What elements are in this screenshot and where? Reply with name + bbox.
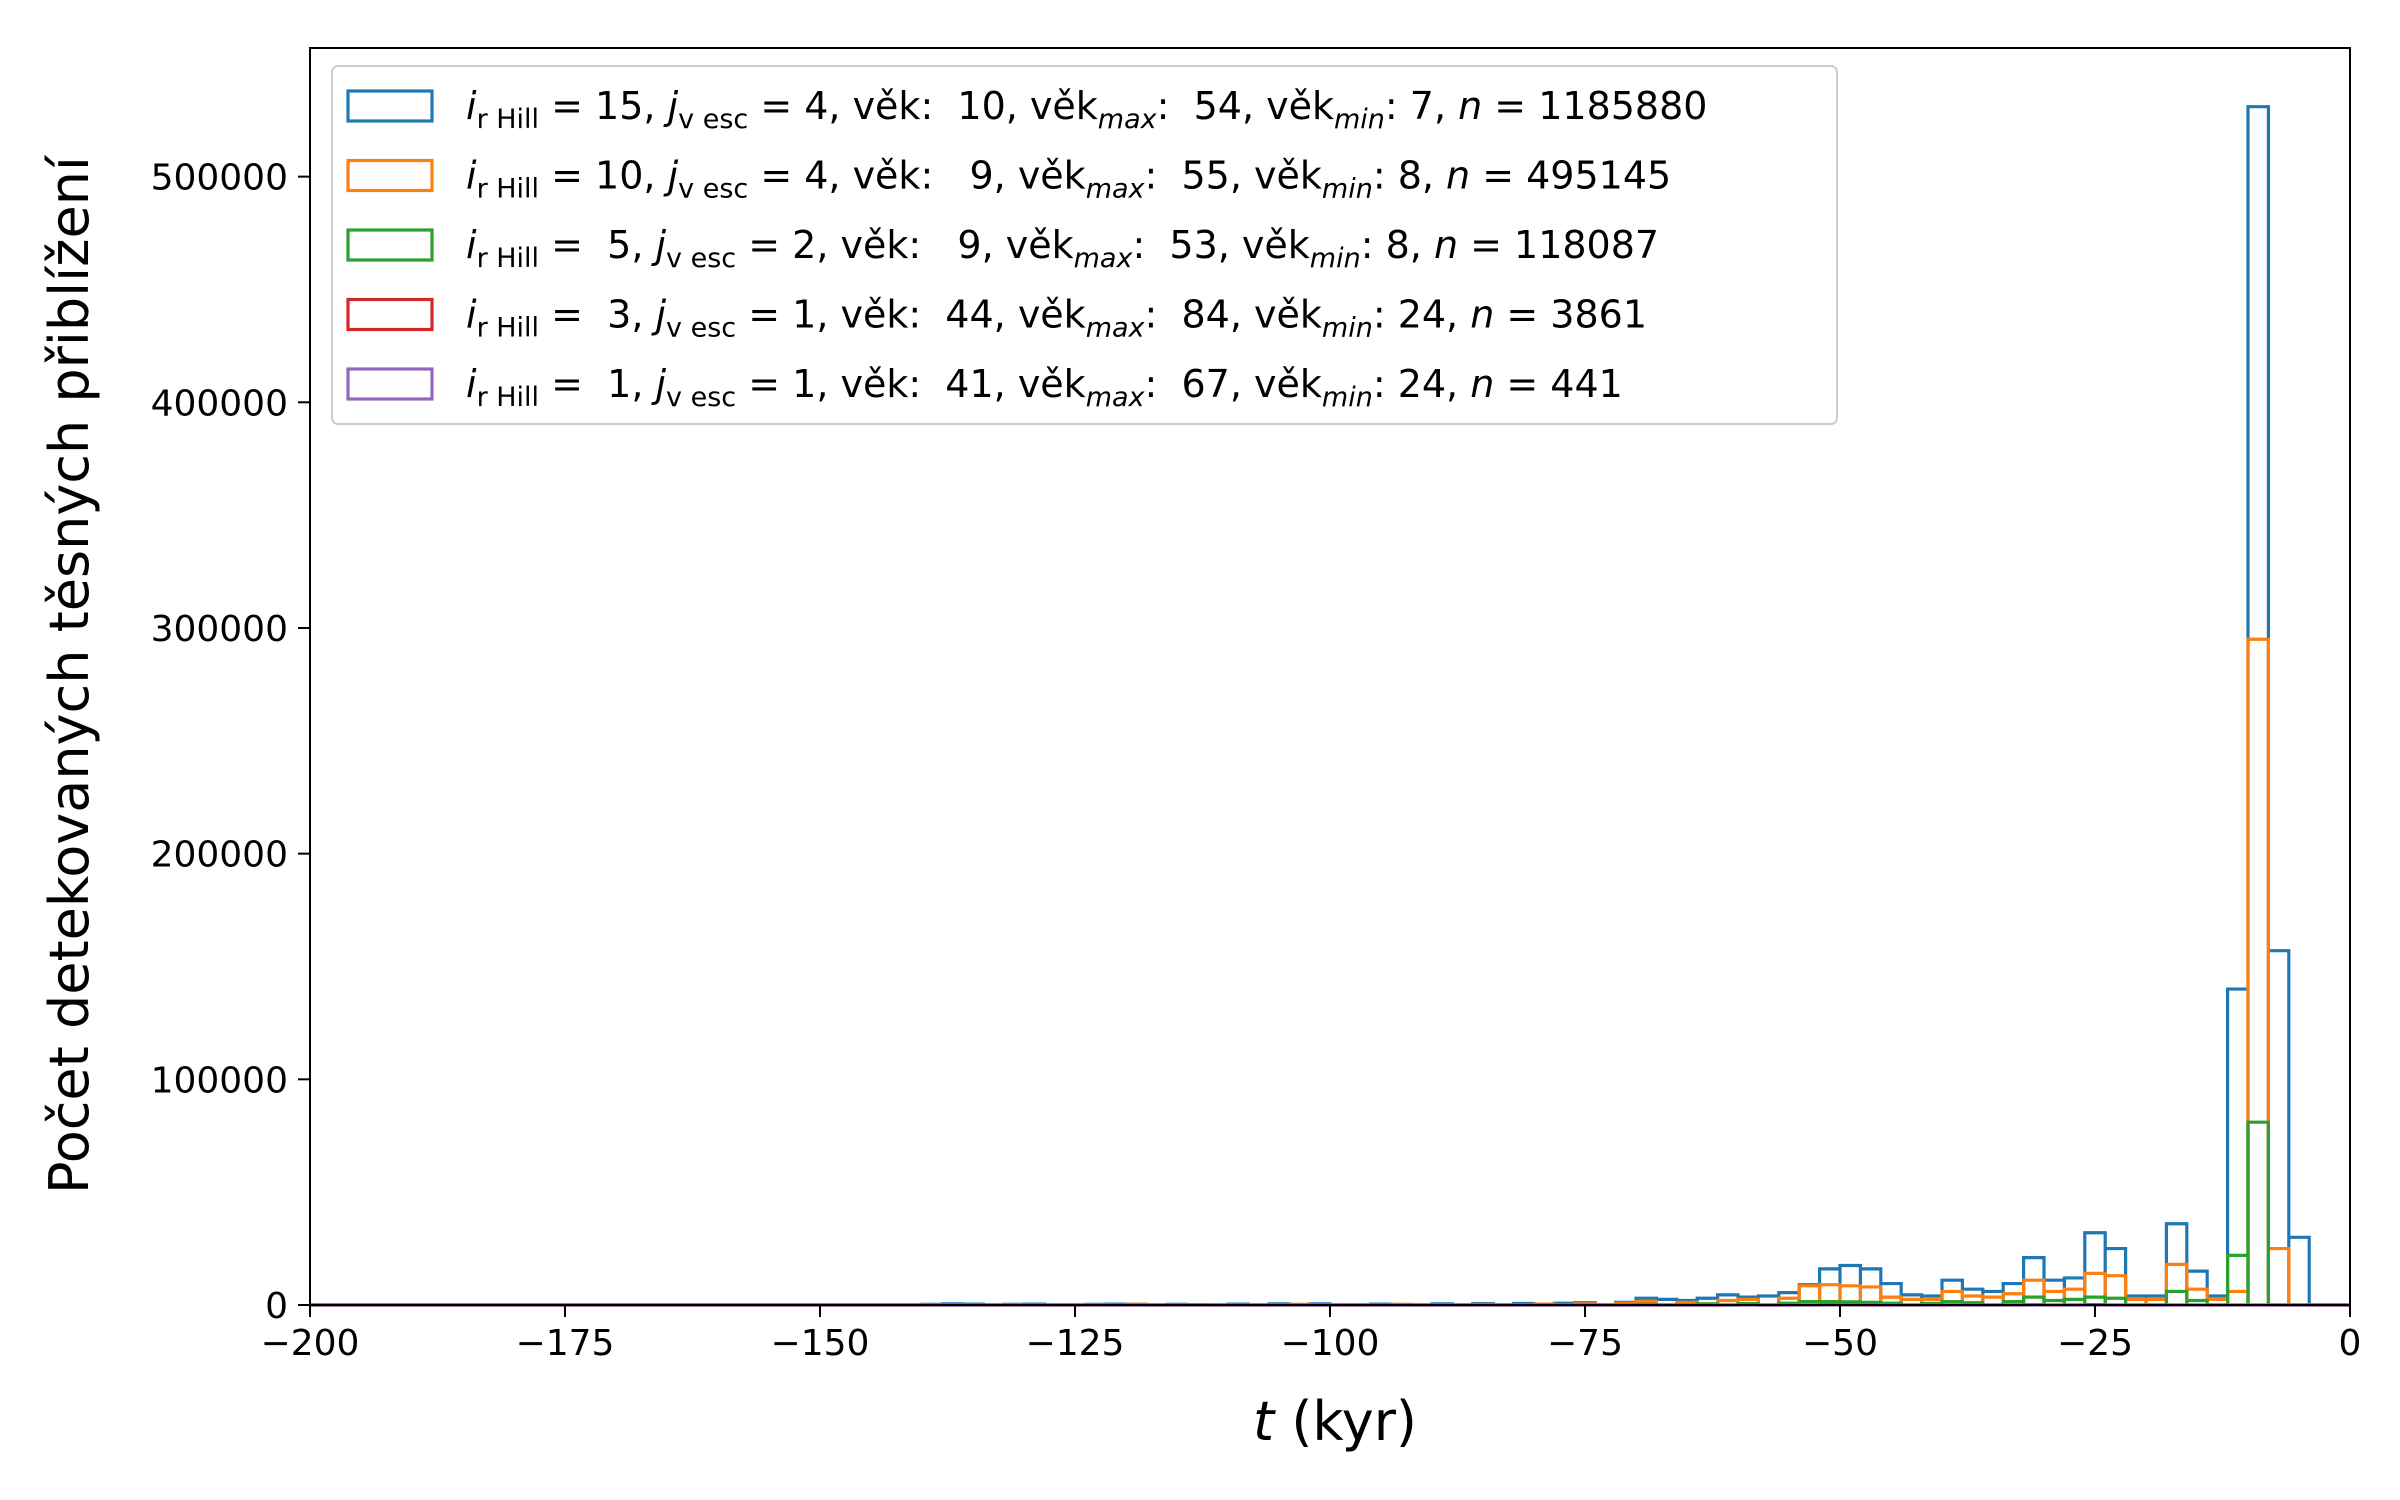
y-tick-label: 400000 bbox=[151, 383, 288, 424]
legend-swatch-1 bbox=[346, 158, 434, 193]
legend-entry-2: ir Hill = 5, jv esc = 2, věk: 9, věkmax:… bbox=[466, 223, 1659, 274]
legend-swatch-4 bbox=[346, 367, 434, 401]
y-tick-label: 100000 bbox=[151, 1060, 288, 1101]
x-tick-label: −75 bbox=[1547, 1323, 1623, 1364]
x-tick-label: −150 bbox=[771, 1323, 870, 1364]
legend-entry-0: ir Hill = 15, jv esc = 4, věk: 10, věkma… bbox=[466, 84, 1707, 135]
legend-entry-4: ir Hill = 1, jv esc = 1, věk: 41, věkmax… bbox=[466, 362, 1623, 413]
y-tick-label: 0 bbox=[265, 1286, 288, 1327]
y-tick-label: 300000 bbox=[151, 609, 288, 650]
legend-swatch-0 bbox=[346, 89, 434, 123]
legend-swatch-2 bbox=[346, 228, 434, 262]
x-tick-label: 0 bbox=[2339, 1323, 2362, 1364]
x-axis-label: t (kyr) bbox=[1253, 1390, 1417, 1453]
legend: ir Hill = 15, jv esc = 4, věk: 10, věkma… bbox=[331, 65, 1838, 425]
legend-entry-1: ir Hill = 10, jv esc = 4, věk: 9, věkmax… bbox=[466, 154, 1671, 205]
x-tick-label: −175 bbox=[516, 1323, 615, 1364]
y-axis-label: Počet detekovaných těsných přiblížení bbox=[38, 154, 101, 1194]
y-tick-label: 200000 bbox=[151, 835, 288, 876]
legend-frame bbox=[331, 65, 1838, 425]
x-tick-label: −200 bbox=[261, 1323, 360, 1364]
x-tick-label: −25 bbox=[2057, 1323, 2133, 1364]
legend-swatch-3 bbox=[346, 297, 434, 332]
x-tick-label: −50 bbox=[1802, 1323, 1878, 1364]
legend-entry-3: ir Hill = 3, jv esc = 1, věk: 44, věkmax… bbox=[466, 293, 1647, 344]
x-tick-label: −100 bbox=[1281, 1323, 1380, 1364]
y-tick-label: 500000 bbox=[151, 158, 288, 199]
axes-layer: −200 −175 −150 −125 −100 −75 −50 −25 0 0 100000 200… bbox=[151, 47, 2362, 1364]
x-tick-label: −125 bbox=[1026, 1323, 1125, 1364]
